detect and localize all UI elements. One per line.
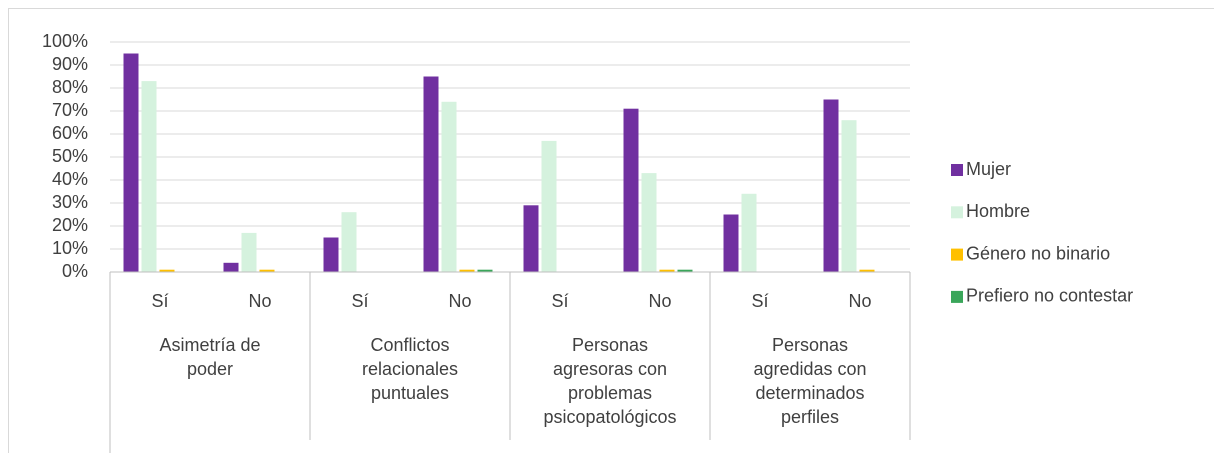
x-tick-label: No	[448, 291, 471, 311]
bar	[323, 237, 339, 272]
y-tick-label: 60%	[52, 123, 88, 143]
y-tick-label: 100%	[42, 31, 88, 51]
bar	[423, 76, 439, 272]
group-label: agredidas con	[753, 359, 866, 379]
bar	[841, 120, 857, 272]
y-tick-label: 50%	[52, 146, 88, 166]
legend-swatch	[951, 164, 963, 176]
y-tick-label: 10%	[52, 238, 88, 258]
legend-swatch	[951, 248, 963, 261]
group-label: poder	[187, 359, 233, 379]
x-tick-label: No	[848, 291, 871, 311]
group-label: psicopatológicos	[543, 407, 676, 427]
group-label: relacionales	[362, 359, 458, 379]
legend-label: Género no binario	[966, 243, 1110, 263]
x-tick-label: Sí	[751, 291, 768, 311]
bar	[723, 214, 739, 272]
chart-border	[8, 8, 1214, 453]
bar	[259, 269, 275, 272]
x-tick-label: No	[248, 291, 271, 311]
y-tick-label: 80%	[52, 77, 88, 97]
group-label: perfiles	[781, 407, 839, 427]
x-tick-label: Sí	[351, 291, 368, 311]
bar	[123, 53, 139, 272]
bar	[541, 140, 557, 272]
bar	[441, 101, 457, 272]
y-tick-label: 30%	[52, 192, 88, 212]
bar	[459, 269, 475, 272]
y-tick-label: 70%	[52, 100, 88, 120]
bar	[141, 81, 157, 272]
bar	[341, 212, 357, 272]
bar	[641, 173, 657, 272]
bar	[223, 262, 239, 272]
group-label: puntuales	[371, 383, 449, 403]
x-tick-label: No	[648, 291, 671, 311]
bar	[159, 269, 175, 272]
y-tick-label: 20%	[52, 215, 88, 235]
group-label: Conflictos	[370, 335, 449, 355]
bar	[677, 269, 693, 272]
bar	[823, 99, 839, 272]
legend-swatch	[951, 206, 963, 219]
legend-label: Prefiero no contestar	[966, 286, 1133, 306]
group-label: Personas	[772, 335, 848, 355]
group-label: problemas	[568, 383, 652, 403]
bar	[523, 205, 539, 272]
y-tick-label: 40%	[52, 169, 88, 189]
group-label: Asimetría de	[159, 335, 260, 355]
legend-swatch	[951, 290, 963, 303]
legend-label: Hombre	[966, 201, 1030, 221]
bar	[659, 269, 675, 272]
x-tick-label: Sí	[551, 291, 568, 311]
bar	[741, 193, 757, 272]
group-label: Personas	[572, 335, 648, 355]
y-tick-label: 0%	[62, 261, 88, 281]
y-tick-label: 90%	[52, 54, 88, 74]
legend-label: Mujer	[966, 159, 1011, 179]
bar	[623, 108, 639, 272]
x-tick-label: Sí	[151, 291, 168, 311]
bar	[241, 232, 257, 272]
bar	[859, 269, 875, 272]
bar	[477, 269, 493, 272]
group-label: agresoras con	[553, 359, 667, 379]
group-label: determinados	[755, 383, 864, 403]
